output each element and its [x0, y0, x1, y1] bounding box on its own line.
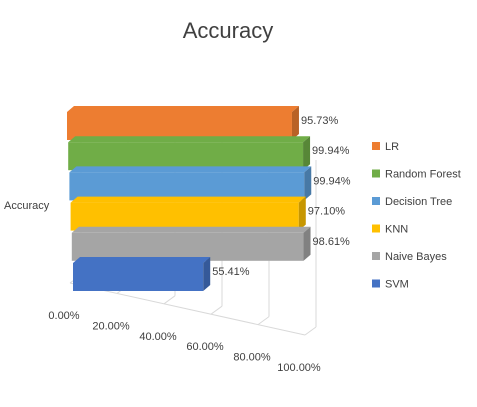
- bar-top-face: [71, 226, 311, 233]
- bar-lr: [67, 106, 299, 140]
- bar-naive-bayes: [71, 226, 311, 261]
- bar-side-face: [298, 196, 306, 231]
- bar-front-face: [71, 232, 304, 261]
- x-tick-label: 60.00%: [186, 341, 224, 353]
- legend-swatch-decision-tree: [372, 197, 380, 205]
- legend-label-naive-bayes: Naive Bayes: [385, 251, 447, 263]
- legend-label-random-forest: Random Forest: [385, 169, 461, 181]
- bar-knn: [70, 196, 306, 231]
- bar-random-forest: [68, 136, 311, 171]
- x-tick-label: 80.00%: [233, 352, 271, 364]
- bar-decision-tree: [69, 166, 312, 201]
- legend-label-knn: KNN: [385, 224, 408, 236]
- bar-top-face: [67, 106, 299, 112]
- legend-label-decision-tree: Decision Tree: [385, 196, 452, 208]
- bar-top-face: [68, 136, 311, 143]
- bar-svm: [73, 257, 211, 291]
- data-label-naive-bayes: 98.61%: [313, 236, 351, 248]
- data-label-svm: 55.41%: [212, 266, 250, 278]
- category-axis-label: Accuracy: [4, 200, 50, 212]
- gridline-floor: [210, 305, 223, 315]
- bar-front-face: [70, 202, 299, 231]
- legend: LR Random Forest Decision Tree KNN Naive Bay…: [372, 141, 461, 291]
- bar-top-face: [70, 196, 306, 203]
- bar-side-face: [303, 226, 311, 261]
- gridline-floor: [257, 316, 270, 326]
- bars: [67, 106, 312, 291]
- bar-front-face: [69, 172, 305, 201]
- bar-top-face: [73, 257, 211, 263]
- bar-front-face: [73, 263, 204, 291]
- data-labels: 95.73% 99.94% 99.94% 97.10% 98.61% 55.41%: [212, 115, 351, 278]
- legend-swatch-svm: [372, 279, 380, 288]
- legend-swatch-lr: [372, 142, 380, 150]
- x-tick-label: 0.00%: [48, 310, 79, 322]
- legend-swatch-random-forest: [372, 169, 380, 178]
- x-axis-ticks: 0.00% 20.00% 40.00% 60.00% 80.00% 100.00%: [48, 310, 321, 374]
- bar-side-face: [291, 106, 299, 140]
- legend-swatch-knn: [372, 224, 380, 233]
- bar-top-face: [69, 166, 312, 173]
- bar-side-face: [304, 166, 312, 201]
- data-label-random-forest: 99.94%: [312, 145, 350, 157]
- bar-front-face: [68, 142, 304, 171]
- gridline-floor: [163, 295, 176, 305]
- data-label-lr: 95.73%: [301, 115, 339, 127]
- bar-side-face: [303, 136, 311, 171]
- x-tick-label: 100.00%: [277, 362, 321, 374]
- bar-side-face: [203, 257, 211, 291]
- x-tick-label: 20.00%: [92, 320, 130, 332]
- legend-label-svm: SVM: [385, 279, 409, 291]
- data-label-decision-tree: 99.94%: [313, 175, 351, 187]
- legend-swatch-naive-bayes: [372, 252, 380, 260]
- bar-front-face: [67, 112, 292, 140]
- legend-label-lr: LR: [385, 141, 399, 153]
- x-tick-label: 40.00%: [139, 331, 177, 343]
- axis-line: [69, 282, 306, 336]
- gridline-floor: [304, 326, 317, 336]
- data-label-knn: 97.10%: [308, 206, 346, 218]
- chart-title: Accuracy: [183, 18, 273, 43]
